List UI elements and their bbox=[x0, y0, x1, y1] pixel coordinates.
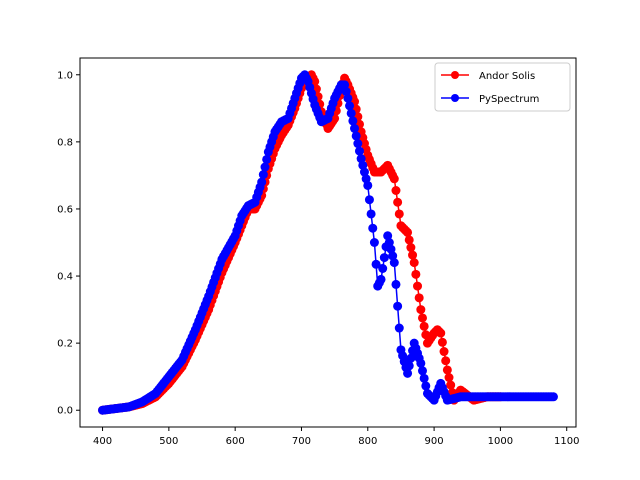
y-tick-label: 0.2 bbox=[57, 339, 73, 350]
data-point-andor-solis bbox=[409, 258, 419, 268]
data-point-pyspectrum bbox=[421, 381, 431, 391]
data-point-pyspectrum bbox=[419, 373, 429, 383]
plot-frame bbox=[79, 57, 577, 428]
x-tick-label: 900 bbox=[425, 436, 444, 447]
data-point-andor-solis bbox=[404, 235, 414, 245]
legend-label-andor-solis: Andor Solis bbox=[479, 71, 535, 82]
data-point-pyspectrum bbox=[369, 238, 379, 247]
y-tick-label: 0.4 bbox=[57, 272, 73, 283]
data-point-andor-solis bbox=[439, 347, 449, 357]
data-point-andor-solis bbox=[413, 281, 423, 291]
legend-marker-pyspectrum bbox=[451, 94, 459, 102]
data-point-andor-solis bbox=[310, 76, 320, 86]
data-point-andor-solis bbox=[437, 337, 447, 347]
x-axis: 400 500 600 700 800 900 1000 1100 bbox=[93, 427, 579, 447]
legend: Andor Solis PySpectrum bbox=[434, 62, 571, 112]
data-point-andor-solis bbox=[403, 227, 413, 237]
legend-entry-andor-solis: Andor Solis bbox=[441, 71, 535, 82]
data-point-pyspectrum bbox=[416, 358, 426, 368]
data-point-andor-solis bbox=[442, 365, 452, 375]
y-tick-label: 0.0 bbox=[57, 406, 73, 417]
x-tick-label: 700 bbox=[292, 436, 311, 447]
data-point-pyspectrum bbox=[258, 170, 268, 180]
data-point-pyspectrum bbox=[548, 392, 558, 402]
data-point-pyspectrum bbox=[364, 195, 374, 205]
data-point-pyspectrum bbox=[376, 274, 386, 284]
data-point-pyspectrum bbox=[345, 101, 355, 111]
data-point-andor-solis bbox=[441, 356, 451, 366]
data-point-pyspectrum bbox=[371, 259, 381, 269]
data-point-andor-solis bbox=[391, 186, 401, 196]
y-tick-label: 0.6 bbox=[57, 204, 73, 215]
series-line-andor-solis bbox=[102, 73, 501, 411]
data-point-andor-solis bbox=[417, 313, 427, 323]
data-point-pyspectrum bbox=[350, 123, 360, 133]
y-axis: 0.0 0.2 0.4 0.6 0.8 1.0 bbox=[57, 70, 80, 417]
data-point-pyspectrum bbox=[348, 116, 358, 126]
legend-entry-pyspectrum: PySpectrum bbox=[441, 94, 539, 105]
data-point-andor-solis bbox=[408, 250, 418, 260]
data-point-pyspectrum bbox=[351, 131, 361, 141]
data-point-pyspectrum bbox=[354, 146, 364, 156]
data-point-pyspectrum bbox=[346, 108, 356, 118]
data-point-pyspectrum bbox=[260, 162, 270, 172]
y-tick-label: 1.0 bbox=[57, 70, 73, 81]
data-point-andor-solis bbox=[416, 305, 426, 315]
data-point-pyspectrum bbox=[368, 223, 378, 233]
data-point-pyspectrum bbox=[403, 368, 413, 378]
data-point-andor-solis bbox=[411, 269, 421, 279]
data-point-pyspectrum bbox=[417, 366, 427, 376]
data-point-pyspectrum bbox=[257, 177, 267, 187]
data-point-andor-solis bbox=[394, 209, 404, 219]
data-point-andor-solis bbox=[436, 328, 446, 338]
y-tick-label: 0.8 bbox=[57, 137, 73, 148]
data-point-pyspectrum bbox=[366, 209, 376, 219]
data-point-pyspectrum bbox=[363, 180, 373, 190]
x-tick-label: 1100 bbox=[554, 436, 579, 447]
data-point-pyspectrum bbox=[353, 139, 363, 149]
x-tick-label: 400 bbox=[93, 436, 112, 447]
series-andor-solis bbox=[98, 70, 505, 415]
data-point-pyspectrum bbox=[378, 263, 388, 273]
series-pyspectrum bbox=[98, 70, 558, 415]
data-point-pyspectrum bbox=[379, 253, 389, 263]
data-point-pyspectrum bbox=[262, 154, 272, 164]
data-point-pyspectrum bbox=[394, 323, 404, 333]
x-tick-label: 600 bbox=[226, 436, 245, 447]
data-point-andor-solis bbox=[414, 293, 424, 303]
x-tick-label: 1000 bbox=[488, 436, 513, 447]
x-tick-label: 500 bbox=[159, 436, 178, 447]
data-point-andor-solis bbox=[446, 380, 456, 390]
data-point-andor-solis bbox=[419, 321, 429, 331]
legend-marker-andor-solis bbox=[451, 71, 459, 79]
data-point-pyspectrum bbox=[391, 279, 401, 289]
data-point-pyspectrum bbox=[404, 361, 414, 371]
data-point-pyspectrum bbox=[393, 301, 403, 311]
data-point-andor-solis bbox=[406, 243, 416, 253]
data-point-pyspectrum bbox=[343, 93, 353, 103]
data-point-andor-solis bbox=[389, 174, 399, 184]
data-point-andor-solis bbox=[393, 197, 403, 207]
legend-label-pyspectrum: PySpectrum bbox=[479, 94, 539, 105]
data-point-pyspectrum bbox=[406, 353, 416, 363]
data-point-andor-solis bbox=[444, 373, 454, 383]
x-tick-label: 800 bbox=[358, 436, 377, 447]
data-point-pyspectrum bbox=[389, 258, 399, 268]
